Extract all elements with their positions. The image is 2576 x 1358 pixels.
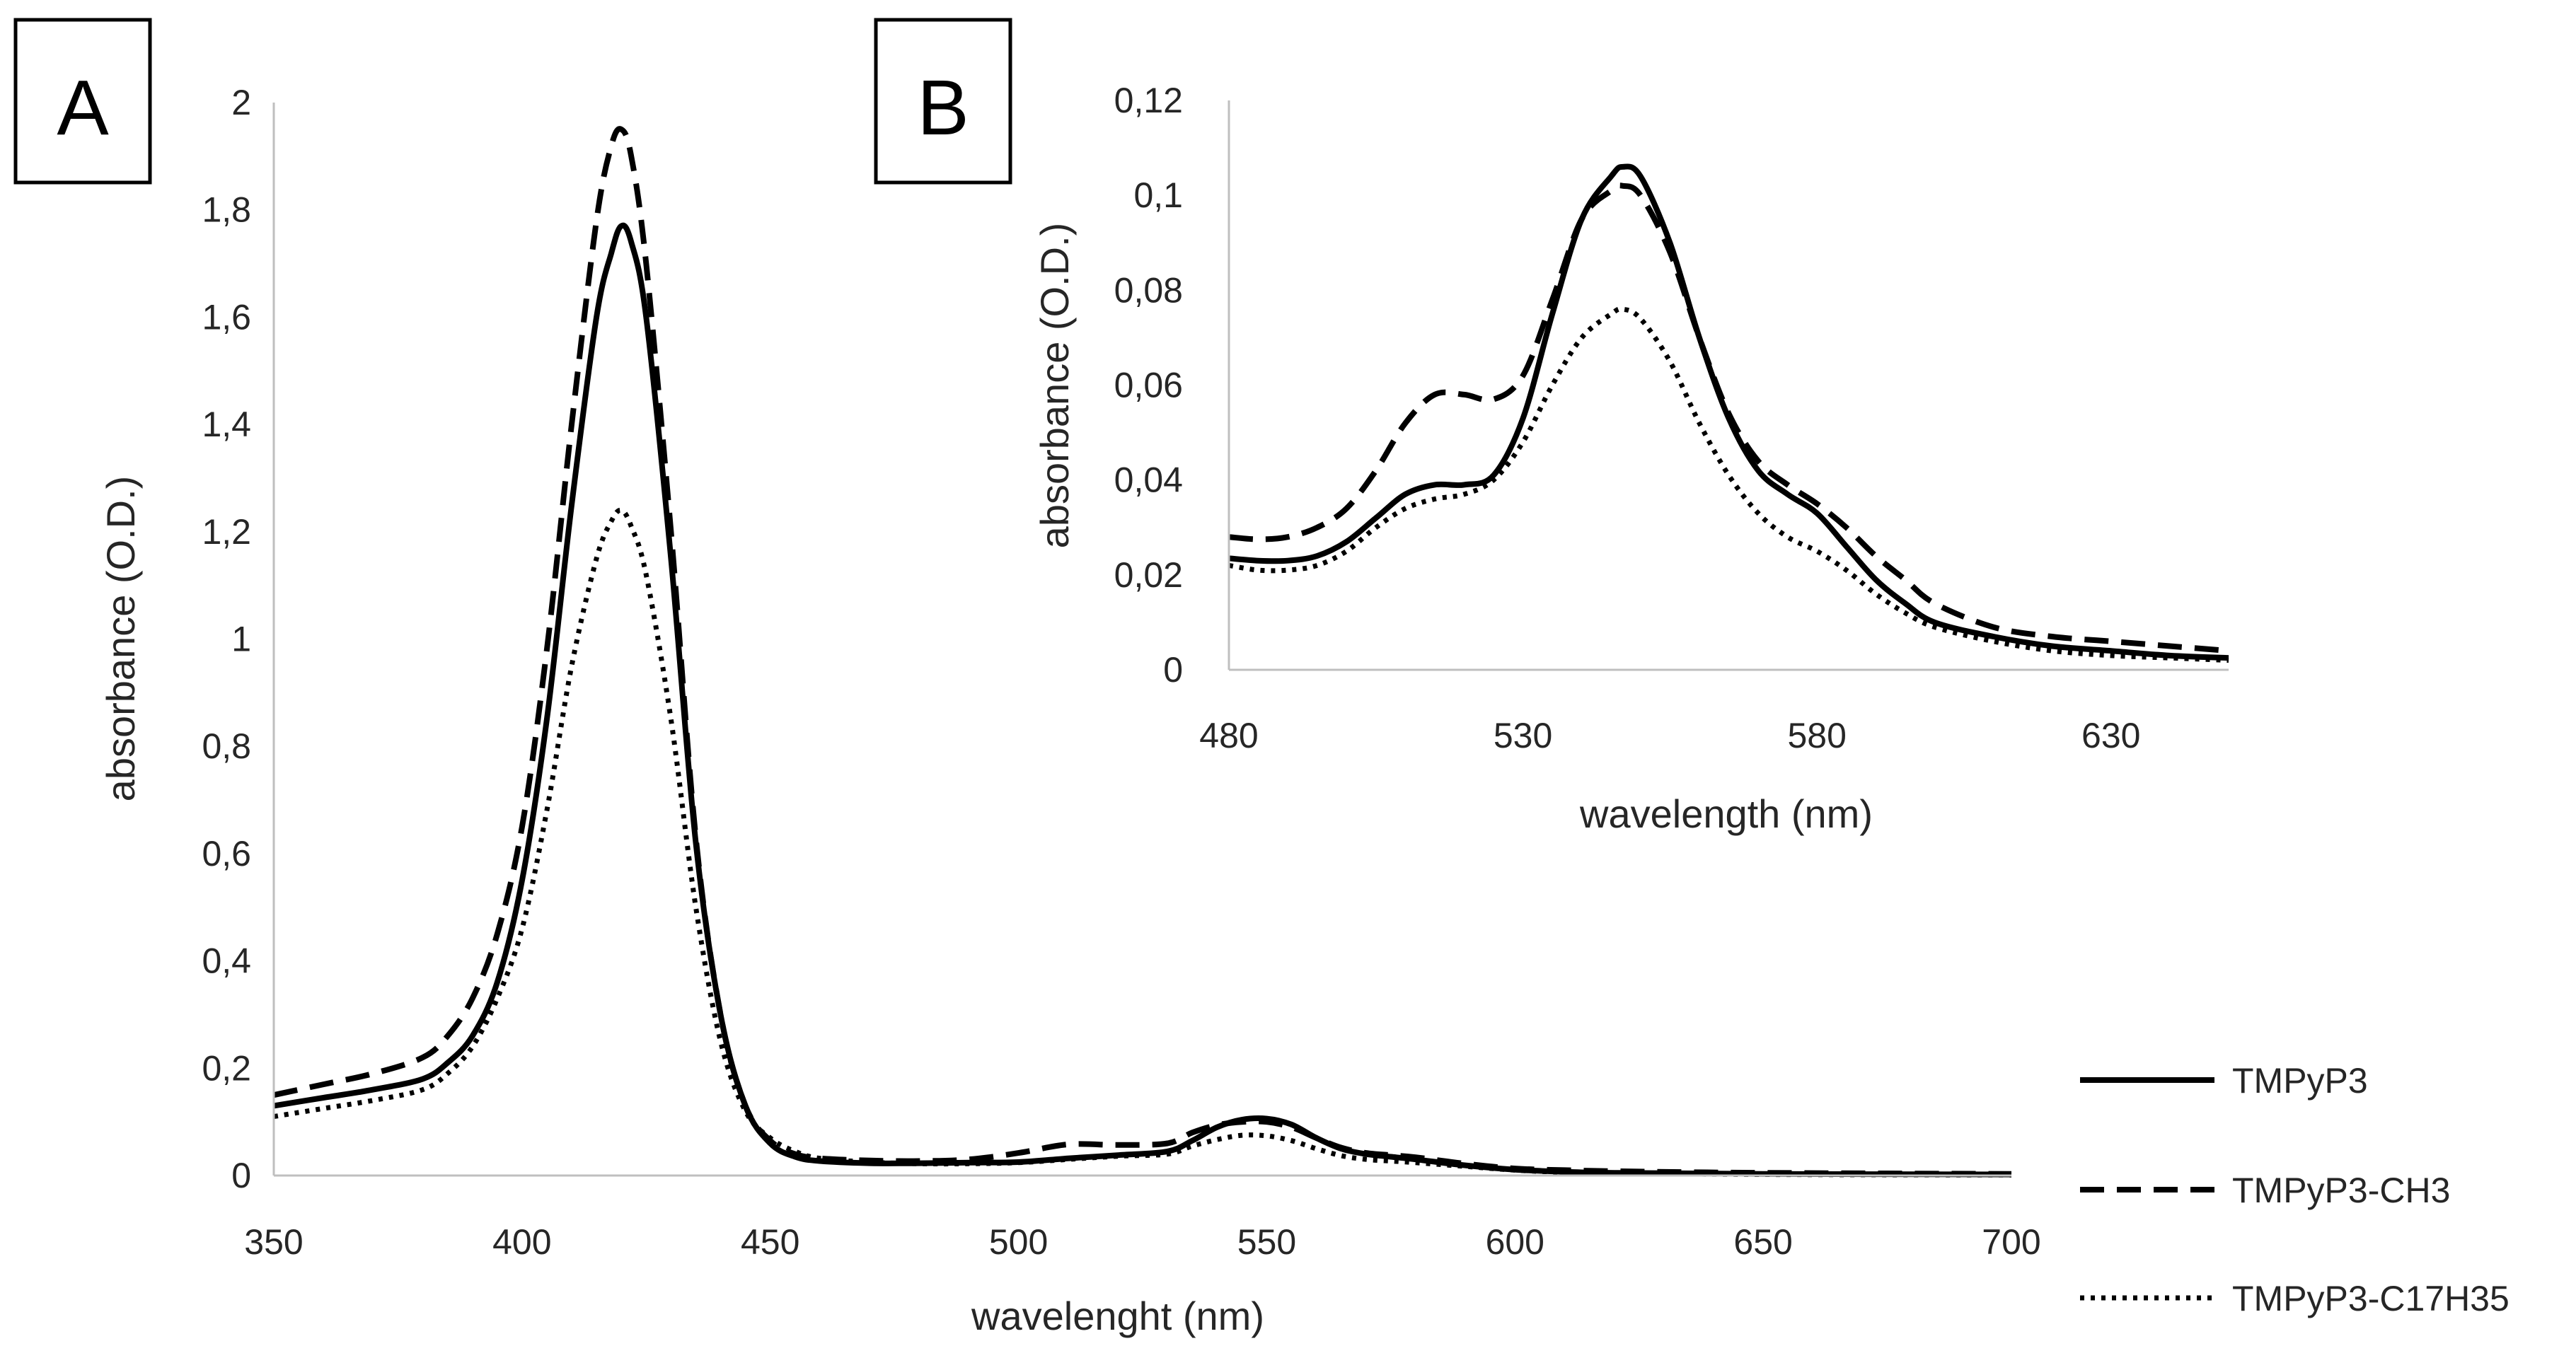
panel-b-x-tick-label: 630 [2081, 716, 2140, 755]
legend-label-tmpyp3: TMPyP3 [2232, 1061, 2368, 1101]
panel-a-label: A [57, 64, 109, 151]
panel-a-y-tick-label: 1,4 [202, 405, 251, 444]
panel-a-y-tick-label: 0,2 [202, 1048, 251, 1088]
panel-b-y-axis-title: absorbance (O.D.) [1032, 223, 1077, 549]
panel-a-x-tick-labels: 350 400 450 500 550 600 650 700 [244, 1222, 2040, 1262]
panel-a-y-tick-label: 1,8 [202, 190, 251, 230]
panel-b-chart: B 00,020,040,060,080,10,12 480 530 580 630 … [874, 18, 2243, 852]
panel-a-y-tick-label: 2 [231, 83, 251, 122]
panel-a-x-tick-label: 600 [1486, 1222, 1544, 1262]
panel-a-series-lines [273, 126, 2012, 1178]
legend: TMPyP3 TMPyP3-CH3 TMPyP3-C17H35 [2080, 1061, 2509, 1318]
panel-a-y-axis-title: absorbance (O.D.) [98, 476, 143, 802]
panel-a-x-tick-label: 350 [244, 1222, 303, 1262]
panel-b-y-tick-label: 0,1 [1133, 175, 1183, 215]
panel-b-label: B [917, 64, 969, 151]
legend-label-tmpyp3-c17h35: TMPyP3-C17H35 [2232, 1279, 2509, 1318]
legend-item-tmpyp3-c17h35: TMPyP3-C17H35 [2080, 1279, 2509, 1318]
panel-b-y-tick-label: 0,06 [1114, 366, 1183, 405]
panel-a-x-tick-label: 550 [1237, 1222, 1296, 1262]
panel-a-series-line-tmpyp3-ch3 [273, 126, 2012, 1177]
panel-b-y-tick-labels: 0 0,02 0,04 0,06 0,08 0,1 0,12 [1114, 81, 1183, 690]
panel-a-series-line-tmpyp3 [273, 222, 2012, 1178]
panel-b-y-tick-label: 0,12 [1114, 81, 1183, 120]
panel-b-y-tick-label: 0,04 [1114, 460, 1183, 500]
panel-b-series-line-tmpyp3 [1228, 163, 2229, 661]
panel-a-y-tick-label: 1,2 [202, 512, 251, 552]
panel-a-y-tick-labels: 0 0,2 0,4 0,6 0,8 1 1,2 1,4 1,6 1,8 2 [202, 83, 251, 1195]
panel-a-x-tick-label: 650 [1733, 1222, 1792, 1262]
panel-a-x-tick-label: 400 [492, 1222, 551, 1262]
panel-b-y-tick-label: 0,08 [1114, 270, 1183, 310]
panel-b-series-lines [1228, 163, 2229, 663]
panel-b-x-axis-title: wavelength (nm) [1579, 791, 1873, 836]
panel-b-series-line-tmpyp3-ch3 [1228, 182, 2229, 654]
panel-b-x-tick-label: 580 [1787, 716, 1846, 755]
panel-b-x-tick-label: 480 [1199, 716, 1258, 755]
panel-b-inset-background [1012, 25, 2243, 852]
legend-item-tmpyp3: TMPyP3 [2080, 1061, 2368, 1101]
panel-a-x-tick-label: 500 [989, 1222, 1048, 1262]
panel-a-y-tick-label: 0,6 [202, 834, 251, 874]
panel-b-y-tick-label: 0 [1163, 650, 1183, 690]
panel-a-y-tick-label: 1 [231, 620, 251, 659]
legend-item-tmpyp3-ch3: TMPyP3-CH3 [2080, 1171, 2450, 1210]
panel-a-label-box [13, 18, 152, 185]
panel-a-y-tick-label: 0,8 [202, 726, 251, 766]
panel-a-y-tick-label: 1,6 [202, 297, 251, 337]
panel-b-y-tick-label: 0,02 [1114, 555, 1183, 595]
legend-label-tmpyp3-ch3: TMPyP3-CH3 [2232, 1171, 2450, 1210]
panel-b-x-tick-label: 530 [1494, 716, 1552, 755]
panel-b-x-tick-labels: 480 530 580 630 [1199, 716, 2140, 755]
panel-b-series-line-tmpyp3-c17h35 [1228, 306, 2229, 663]
panel-a-y-tick-label: 0 [231, 1156, 251, 1195]
panel-a-x-tick-label: 450 [741, 1222, 799, 1262]
panel-a-y-tick-label: 0,4 [202, 941, 251, 981]
panel-a-x-axis-title: wavelenght (nm) [971, 1294, 1264, 1338]
panel-a-chart: A 0 0,2 0,4 0,6 0,8 1 1,2 1,4 1,6 1,8 2 350 400 450 5… [13, 18, 2041, 1338]
panel-a-x-tick-label: 700 [1982, 1222, 2040, 1262]
panel-b-label-box [874, 18, 1012, 185]
panel-a-series-line-tmpyp3-c17h35 [273, 507, 2012, 1178]
